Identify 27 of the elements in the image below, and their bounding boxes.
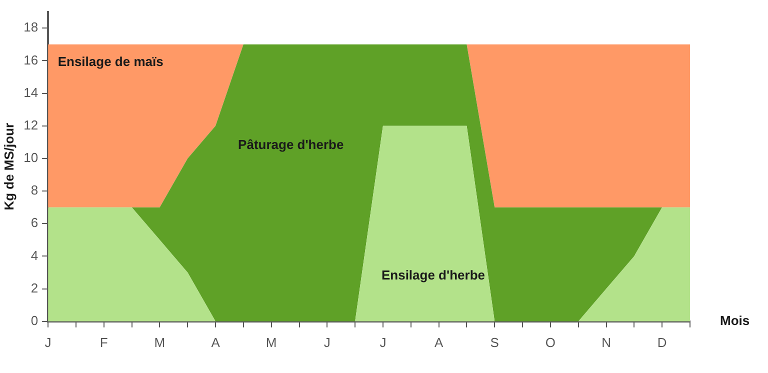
y-tick-label: 10 — [24, 150, 38, 166]
x-tick-label: F — [100, 334, 108, 350]
y-tick-label: 8 — [30, 182, 38, 198]
x-tick-label: J — [44, 334, 52, 350]
series-label: Ensilage d'herbe — [381, 267, 485, 282]
y-tick-label: 12 — [24, 117, 38, 132]
x-axis-title: Mois — [720, 312, 750, 328]
x-tick-label: M — [266, 334, 277, 350]
series-label: Ensilage de maïs — [58, 54, 164, 69]
y-tick-label: 16 — [24, 52, 38, 68]
x-tick-label: D — [657, 334, 667, 350]
y-tick-label: 2 — [30, 280, 38, 296]
series-label: Pâturage d'herbe — [238, 136, 344, 152]
y-tick-label: 4 — [30, 248, 38, 263]
x-tick-label: O — [545, 334, 556, 350]
x-tick-label: N — [602, 334, 611, 350]
x-tick-label: J — [324, 334, 330, 350]
y-tick-label: 14 — [24, 84, 38, 100]
y-axis-title: Kg de MS/jour — [1, 122, 16, 210]
x-tick-label: A — [211, 334, 220, 350]
x-tick-label: S — [490, 334, 500, 350]
y-tick-label: 18 — [24, 20, 38, 35]
x-tick-label: M — [154, 334, 166, 350]
y-tick-label: 0 — [30, 312, 38, 328]
y-tick-label: 6 — [30, 215, 38, 230]
x-tick-label: A — [434, 334, 444, 350]
x-tick-label: J — [380, 334, 386, 350]
